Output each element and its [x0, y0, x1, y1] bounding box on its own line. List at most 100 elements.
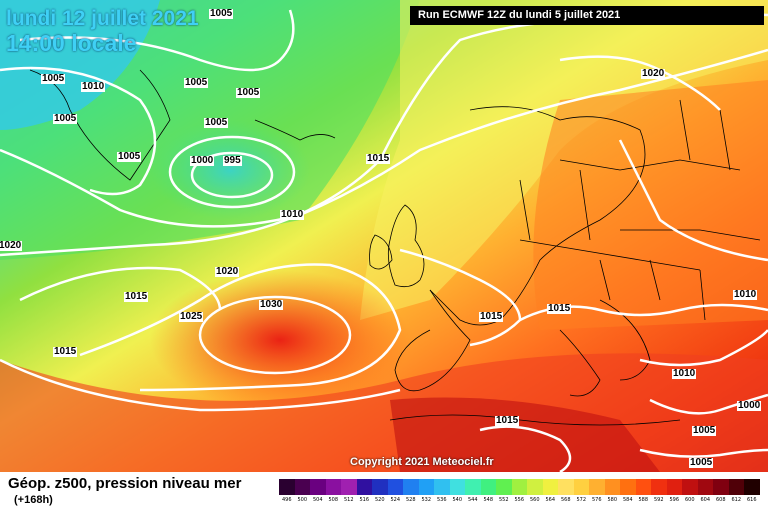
forecast-time: 14:00 locale [6, 30, 137, 56]
scale-swatch [310, 479, 326, 495]
isobar-label: 1020 [0, 240, 23, 251]
scale-label: 528 [405, 497, 416, 503]
isobar-label: 1000 [737, 400, 762, 411]
isobar-label: 1020 [215, 266, 240, 277]
isobar-label: 1015 [547, 303, 572, 314]
scale-label: 540 [452, 497, 463, 503]
isobar-label: 1015 [495, 415, 520, 426]
scale-swatch [728, 479, 744, 495]
scale-swatch [589, 479, 605, 495]
scale-swatch [744, 479, 760, 495]
isobar-label: 1010 [81, 81, 106, 92]
scale-label: 564 [545, 497, 556, 503]
scale-label: 552 [498, 497, 509, 503]
orange-zone [533, 80, 768, 330]
isobar-label: 1025 [179, 311, 204, 322]
scale-label: 524 [390, 497, 401, 503]
scale-label: 584 [622, 497, 633, 503]
copyright: Copyright 2021 Meteociel.fr [350, 456, 494, 468]
isobar-label: 1005 [117, 151, 142, 162]
scale-swatch [387, 479, 403, 495]
scale-label: 500 [297, 497, 308, 503]
scale-label: 568 [560, 497, 571, 503]
scale-label: 572 [576, 497, 587, 503]
scale-label: 556 [514, 497, 525, 503]
scale-label: 496 [281, 497, 292, 503]
isobar-label: 1000 [190, 155, 215, 166]
scale-label: 536 [436, 497, 447, 503]
scale-swatch [372, 479, 388, 495]
isobar-label: 1005 [41, 73, 66, 84]
scale-label: 608 [715, 497, 726, 503]
scale-swatch [325, 479, 341, 495]
isobar-label: 1010 [733, 289, 758, 300]
scale-swatch [496, 479, 512, 495]
scale-swatch [527, 479, 543, 495]
scale-label: 580 [607, 497, 618, 503]
isobar-label: 1010 [280, 209, 305, 220]
scale-label: 600 [684, 497, 695, 503]
legend-title: Géop. z500, pression niveau mer [8, 475, 242, 492]
scale-label: 516 [359, 497, 370, 503]
scale-swatch [635, 479, 651, 495]
scale-swatch [666, 479, 682, 495]
isobar-label: 1030 [259, 299, 284, 310]
scale-swatch [294, 479, 310, 495]
scale-label: 544 [467, 497, 478, 503]
scale-label: 616 [746, 497, 757, 503]
scale-swatch [697, 479, 713, 495]
isobar-label: 1005 [236, 87, 261, 98]
weather-map [0, 0, 768, 472]
scale-label: 560 [529, 497, 540, 503]
scale-swatch [604, 479, 620, 495]
scale-swatch [449, 479, 465, 495]
isobar-label: 1005 [209, 8, 234, 19]
run-label: Run ECMWF 12Z du lundi 5 juillet 2021 [410, 6, 764, 25]
scale-swatch [682, 479, 698, 495]
scale-label: 604 [700, 497, 711, 503]
scale-label: 596 [669, 497, 680, 503]
scale-label: 592 [653, 497, 664, 503]
scale-swatch [511, 479, 527, 495]
yellow-band [360, 0, 768, 320]
scale-swatch [573, 479, 589, 495]
scale-swatch [480, 479, 496, 495]
scale-label: 532 [421, 497, 432, 503]
scale-swatch [558, 479, 574, 495]
isobar-label: 1005 [692, 425, 717, 436]
isobar-label: 1010 [672, 368, 697, 379]
isobar-label: 1015 [479, 311, 504, 322]
color-scale-labels: 496 500 504 508 512 516 520 524 528 532 536 540 544 5… [279, 497, 760, 503]
isobar-label: 1015 [366, 153, 391, 164]
low-pressure-center [150, 120, 310, 220]
scale-label: 576 [591, 497, 602, 503]
forecast-hour: (+168h) [14, 494, 53, 506]
scale-label: 508 [328, 497, 339, 503]
high-pressure-center [150, 270, 410, 410]
scale-swatch [356, 479, 372, 495]
isobar-label: 1015 [53, 346, 78, 357]
scale-label: 512 [343, 497, 354, 503]
scale-label: 588 [638, 497, 649, 503]
cyan-zone [0, 0, 160, 130]
scale-swatch [341, 479, 357, 495]
coastlines [29, 69, 761, 426]
scale-label: 504 [312, 497, 323, 503]
scale-label: 548 [483, 497, 494, 503]
isobar-label: 1005 [689, 457, 714, 468]
scale-swatch [403, 479, 419, 495]
isobar-label: 1005 [204, 117, 229, 128]
isobar-label: 1005 [53, 113, 78, 124]
scale-swatch [434, 479, 450, 495]
scale-label: 612 [731, 497, 742, 503]
isobar-label: 995 [223, 155, 242, 166]
isobar-label: 1005 [184, 77, 209, 88]
scale-swatch [713, 479, 729, 495]
isobar-lines [0, 9, 768, 472]
isobar-label: 1020 [641, 68, 666, 79]
color-scale [279, 479, 760, 495]
scale-swatch [651, 479, 667, 495]
isobar-label: 1015 [124, 291, 149, 302]
scale-swatch [620, 479, 636, 495]
scale-swatch [418, 479, 434, 495]
